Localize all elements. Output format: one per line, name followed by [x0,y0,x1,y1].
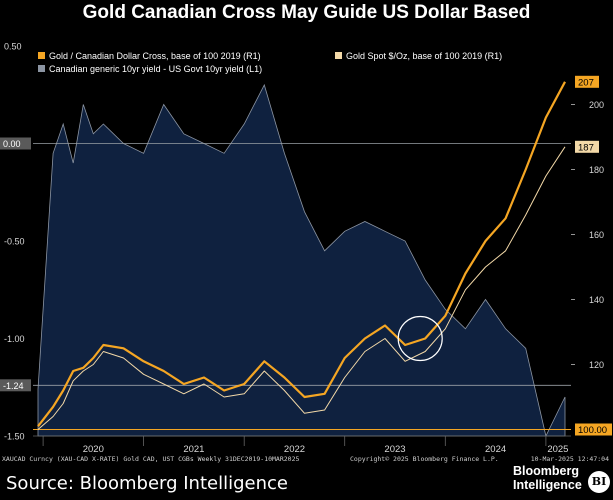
right-axis-tick-3: 140 [589,295,604,305]
last-value-label-1: 187 [578,142,594,153]
last-value-box-1 [575,140,599,153]
legend-yield-spread-swatch [38,65,45,72]
x-axis-tick-2022: 2022 [284,444,305,455]
last-value-label-0: 207 [578,77,594,88]
legend-gold-cad-swatch [38,52,45,59]
chart: 0.00 -1.24 0.50 -0.50 -1.00 -1.50 200 180 160 14… [0,42,613,466]
brand-line-2: Intelligence [513,478,582,492]
brand-line-1: Bloomberg [513,464,579,478]
reference-label-box-1 [0,379,31,392]
x-axis-tick-2021: 2021 [183,444,204,455]
reference-label-1: -1.24 [3,381,24,391]
chart-title: Gold Canadian Cross May Guide US Dollar … [82,2,531,23]
x-axis-tick-2020: 2020 [83,444,104,455]
last-value-label-2: 100.00 [578,425,607,436]
right-axis-tick-2: 160 [589,230,604,240]
legend-gold-usd-label: Gold Spot $/Oz, base of 100 2019 (R1) [346,51,502,61]
brand-logo: Bloomberg Intelligence [513,464,582,492]
last-value-box-0 [575,75,599,88]
left-axis-tick-0: 0.50 [4,42,22,52]
series-line-gold-cad [37,81,566,427]
series-area-yield-spread [37,83,566,438]
left-axis-tick-3: -1.00 [4,334,25,344]
legend-gold-usd-swatch [335,52,342,59]
series-line-gold-usd [37,146,566,430]
source-text: Source: Bloomberg Intelligence [6,473,288,494]
legend-gold-cad-label: Gold / Canadian Dollar Cross, base of 10… [49,51,261,61]
bi-badge-icon: BI [588,471,610,493]
x-axis-tick-2024: 2024 [485,444,506,455]
x-axis-tick-2025: 2025 [547,444,568,455]
left-axis-tick-2: -0.50 [4,237,25,247]
footnote-timestamp: 10-Mar-2025 12:47:04 [530,455,609,463]
annotation-circle [397,315,443,362]
footnote-source-data: XAUCAD Curncy (XAU-CAD X-RATE) Gold CAD,… [2,455,300,463]
legend-yield-spread-label: Canadian generic 10yr yield - US Govt 10… [49,64,262,74]
left-axis-tick-4: -1.50 [4,432,25,442]
right-axis-tick-0: 200 [589,100,604,110]
right-axis-tick-4: 120 [589,360,604,370]
reference-label-0: 0.00 [3,139,21,149]
footnote-copyright: Copyright© 2025 Bloomberg Finance L.P. [350,455,499,463]
right-axis-tick-1: 180 [589,165,604,175]
x-axis-tick-2023: 2023 [384,444,405,455]
last-value-box-2 [575,423,612,436]
reference-label-box-0 [0,137,31,150]
